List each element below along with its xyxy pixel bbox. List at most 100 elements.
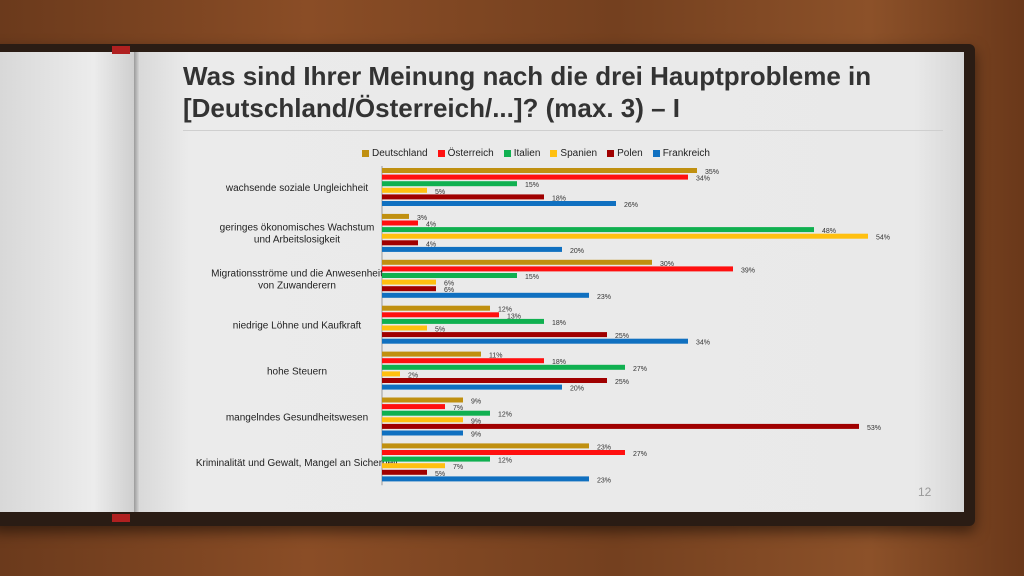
legend-swatch xyxy=(652,150,660,157)
data-label: 18% xyxy=(552,195,566,202)
bar xyxy=(382,364,625,370)
data-label: 12% xyxy=(498,412,512,419)
bar xyxy=(382,450,625,455)
data-label: 34% xyxy=(696,340,710,347)
legend-swatch xyxy=(437,150,445,157)
bar xyxy=(382,325,427,331)
legend-item: Frankreich xyxy=(652,148,710,159)
bar xyxy=(382,227,814,233)
data-label: 25% xyxy=(615,379,629,386)
bar xyxy=(382,404,445,410)
legend-label: Italien xyxy=(513,148,541,159)
bar xyxy=(382,332,607,338)
legend-swatch xyxy=(503,150,511,157)
bar xyxy=(382,417,463,423)
category-label: von Zuwanderern xyxy=(258,281,336,292)
category-label: wachsende soziale Ungleichheit xyxy=(225,183,369,194)
bar xyxy=(382,423,859,429)
data-label: 20% xyxy=(570,248,584,255)
data-label: 18% xyxy=(552,359,566,366)
data-label: 7% xyxy=(453,405,463,412)
legend-item: Italien xyxy=(503,148,541,159)
legend-swatch xyxy=(607,150,615,157)
data-label: 18% xyxy=(552,320,566,327)
data-label: 6% xyxy=(444,287,454,294)
bar xyxy=(382,240,418,246)
bar xyxy=(382,168,697,173)
bar xyxy=(382,338,688,344)
category-label: hohe Steuern xyxy=(267,366,327,377)
bar xyxy=(382,351,481,357)
data-label: 9% xyxy=(471,399,481,406)
data-label: 9% xyxy=(471,432,481,439)
bar xyxy=(382,174,688,180)
data-label: 7% xyxy=(453,464,463,471)
data-label: 15% xyxy=(525,182,539,189)
bar xyxy=(382,476,589,482)
legend-item: Deutschland xyxy=(362,148,428,159)
data-label: 23% xyxy=(597,444,611,451)
legend-item: Polen xyxy=(607,148,643,159)
bar xyxy=(382,181,517,187)
chart-legend: Deutschland Österreich Italien Spanien Polen… xyxy=(362,148,710,159)
data-label: 20% xyxy=(570,386,584,393)
data-label: 35% xyxy=(705,169,719,176)
bar xyxy=(382,397,463,403)
bar xyxy=(382,443,589,449)
data-label: 26% xyxy=(624,202,638,209)
bar xyxy=(382,410,490,416)
legend-label: Frankreich xyxy=(662,148,710,159)
bar xyxy=(382,456,490,462)
category-label: und Arbeitslosigkeit xyxy=(254,235,340,246)
data-label: 13% xyxy=(507,313,521,320)
bar xyxy=(382,279,436,285)
bar xyxy=(382,187,427,193)
data-label: 15% xyxy=(525,274,539,281)
data-label: 2% xyxy=(408,372,418,379)
legend-swatch xyxy=(362,150,369,157)
data-label: 27% xyxy=(633,451,647,458)
data-label: 3% xyxy=(417,215,427,222)
category-label: geringes ökonomisches Wachstum xyxy=(220,223,375,234)
bar xyxy=(382,378,607,383)
category-label: Migrationsströme und die Anwesenheit xyxy=(211,269,383,280)
data-label: 5% xyxy=(435,327,445,334)
data-label: 39% xyxy=(741,267,755,274)
bar xyxy=(382,318,544,324)
bar xyxy=(382,233,868,239)
bar xyxy=(382,292,589,298)
bar xyxy=(382,384,562,390)
category-label: Kriminalität und Gewalt, Mangel an Siche… xyxy=(196,458,399,469)
bar xyxy=(382,358,544,364)
slide-title: Was sind Ihrer Meinung nach die drei Hau… xyxy=(183,61,872,123)
data-label: 48% xyxy=(822,228,836,235)
data-label: 54% xyxy=(876,235,890,242)
legend-label: Österreich xyxy=(447,148,494,159)
legend-item: Österreich xyxy=(437,148,494,159)
bookmark-ribbon-bottom xyxy=(112,514,130,522)
bar xyxy=(382,469,427,475)
legend-label: Polen xyxy=(617,148,643,159)
data-label: 27% xyxy=(633,366,647,373)
data-label: 30% xyxy=(660,261,674,268)
bar xyxy=(382,266,733,272)
bar xyxy=(382,259,652,265)
data-label: 12% xyxy=(498,458,512,465)
category-label: mangelndes Gesundheitswesen xyxy=(226,412,368,423)
bar xyxy=(382,286,436,292)
bar xyxy=(382,312,499,318)
data-label: 34% xyxy=(696,176,710,183)
bar xyxy=(382,220,418,226)
data-label: 23% xyxy=(597,477,611,484)
bar xyxy=(382,430,463,436)
data-label: 25% xyxy=(615,333,629,340)
bar xyxy=(382,463,445,469)
data-label: 6% xyxy=(444,281,454,288)
bar xyxy=(382,305,490,311)
title-divider xyxy=(183,130,943,131)
data-label: 4% xyxy=(426,222,436,229)
bar xyxy=(382,213,409,219)
legend-label: Deutschland xyxy=(372,148,428,159)
slide-page xyxy=(140,52,964,512)
